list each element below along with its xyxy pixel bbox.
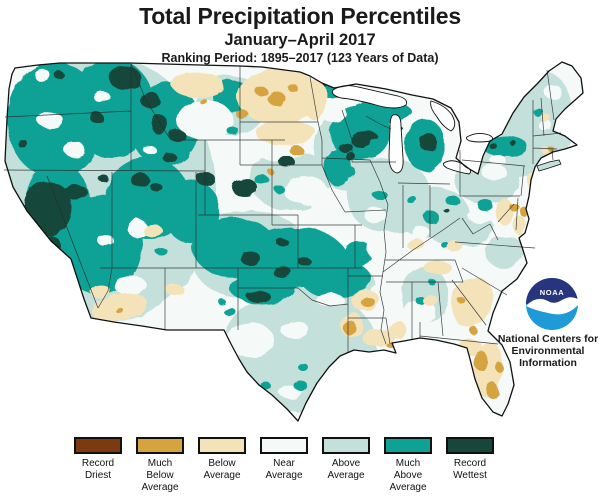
- page-title: Total Precipitation Percentiles: [139, 3, 461, 29]
- ranking-period-label: Ranking Period: 1895–2017 (123 Years of …: [161, 51, 439, 66]
- above-average-swatch: [322, 437, 370, 454]
- record-driest-label: Record Driest: [81, 458, 115, 481]
- noaa-logo-upper-half: [526, 278, 578, 304]
- noaa-org-line-2: Environmental: [512, 345, 585, 357]
- long-island: [536, 159, 562, 172]
- much-above-average-label: Much Above Average: [389, 458, 427, 493]
- legend-item-below-average: Below Average: [198, 437, 246, 493]
- record-wettest-swatch: [446, 437, 494, 454]
- below-average-label: Below Average: [203, 458, 241, 481]
- legend-item-much-below-average: Much Below Average: [136, 437, 184, 493]
- map-fill-layers: [5, 62, 583, 421]
- lake-superior: [331, 85, 408, 109]
- above-average-label: Above Average: [327, 458, 365, 481]
- noaa-logo: NOAA: [526, 278, 578, 330]
- great-lakes: [331, 85, 494, 175]
- record-driest-swatch: [74, 437, 122, 454]
- legend-item-above-average: Above Average: [322, 437, 370, 493]
- noaa-org-line-3: Information: [519, 357, 577, 369]
- legend-item-record-driest: Record Driest: [74, 437, 122, 493]
- much-above-average-spots: [30, 108, 543, 390]
- noaa-org-line-1: National Centers for: [498, 333, 598, 345]
- lake-michigan: [388, 114, 404, 174]
- near-average-label: Near Average: [265, 458, 303, 481]
- near-average-swatch: [260, 437, 308, 454]
- much-above-average-swatch: [384, 437, 432, 454]
- noaa-seagull-icon: [526, 297, 578, 315]
- much-below-average-swatch: [136, 437, 184, 454]
- noaa-org-name: National Centers for Environmental Infor…: [498, 333, 598, 369]
- title-block: Total Precipitation Percentiles January–…: [0, 3, 600, 66]
- lake-ontario: [465, 132, 494, 143]
- legend-item-much-above-average: Much Above Average: [384, 437, 432, 493]
- percentile-legend: Record Driest Much Below Average Below A…: [74, 437, 494, 493]
- state-borders: [3, 63, 562, 352]
- us-outline: [4, 61, 584, 422]
- page-subtitle: January–April 2017: [224, 30, 376, 49]
- noaa-logo-acronym: NOAA: [540, 288, 564, 297]
- legend-item-record-wettest: Record Wettest: [446, 437, 494, 493]
- below-average-swatch: [198, 437, 246, 454]
- much-below-average-label: Much Below Average: [141, 458, 179, 493]
- lake-huron: [430, 100, 456, 132]
- legend-item-near-average: Near Average: [260, 437, 308, 493]
- record-wettest-label: Record Wettest: [453, 458, 487, 481]
